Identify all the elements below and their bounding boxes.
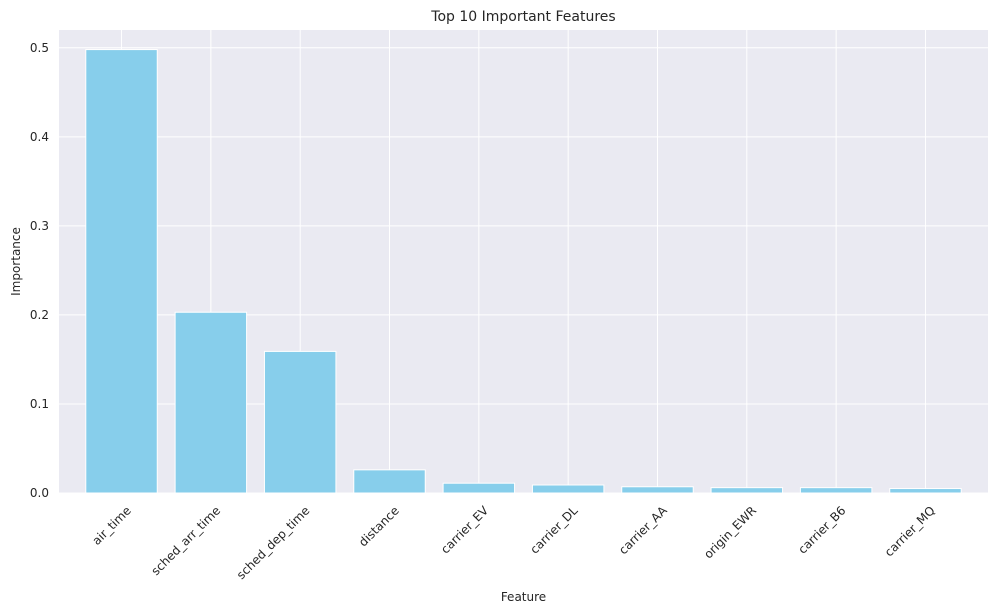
bars — [85, 49, 962, 494]
x-tick-label: carrier_MQ — [882, 503, 938, 559]
x-tick-label: sched_arr_time — [149, 503, 224, 578]
y-tick-label: 0.4 — [30, 130, 49, 144]
y-tick-labels: 0.0 0.1 0.2 0.3 0.4 0.5 — [30, 41, 49, 500]
x-tick-label: origin_EWR — [701, 503, 759, 561]
x-tick-label: air_time — [90, 503, 134, 547]
bar-carrier_MQ — [889, 488, 962, 494]
bar-carrier_AA — [621, 486, 694, 494]
bar-carrier_DL — [531, 484, 605, 494]
x-tick-label: distance — [356, 503, 402, 549]
chart-title: Top 10 Important Features — [430, 9, 615, 25]
bar-origin_EWR — [710, 487, 784, 494]
bar-sched_arr_time — [174, 311, 248, 494]
bar-air_time — [85, 49, 158, 494]
bar-carrier_EV — [442, 482, 516, 494]
y-tick-label: 0.0 — [30, 486, 49, 500]
bar-carrier_B6 — [799, 487, 873, 494]
y-tick-label: 0.5 — [30, 41, 49, 55]
x-tick-label: carrier_EV — [438, 503, 492, 557]
x-tick-label: carrier_B6 — [795, 503, 848, 556]
x-tick-label: carrier_AA — [616, 503, 670, 557]
bar-sched_dep_time — [263, 350, 337, 494]
x-tick-label: sched_dep_time — [234, 503, 313, 582]
x-axis-label: Feature — [501, 590, 546, 604]
y-tick-label: 0.1 — [30, 397, 49, 411]
y-axis-label: Importance — [9, 227, 23, 296]
y-tick-label: 0.3 — [30, 219, 49, 233]
bar-distance — [353, 469, 426, 494]
x-tick-label: carrier_DL — [527, 503, 580, 556]
x-tick-labels: air_time sched_arr_time sched_dep_time dist… — [90, 503, 938, 582]
y-tick-label: 0.2 — [30, 308, 49, 322]
